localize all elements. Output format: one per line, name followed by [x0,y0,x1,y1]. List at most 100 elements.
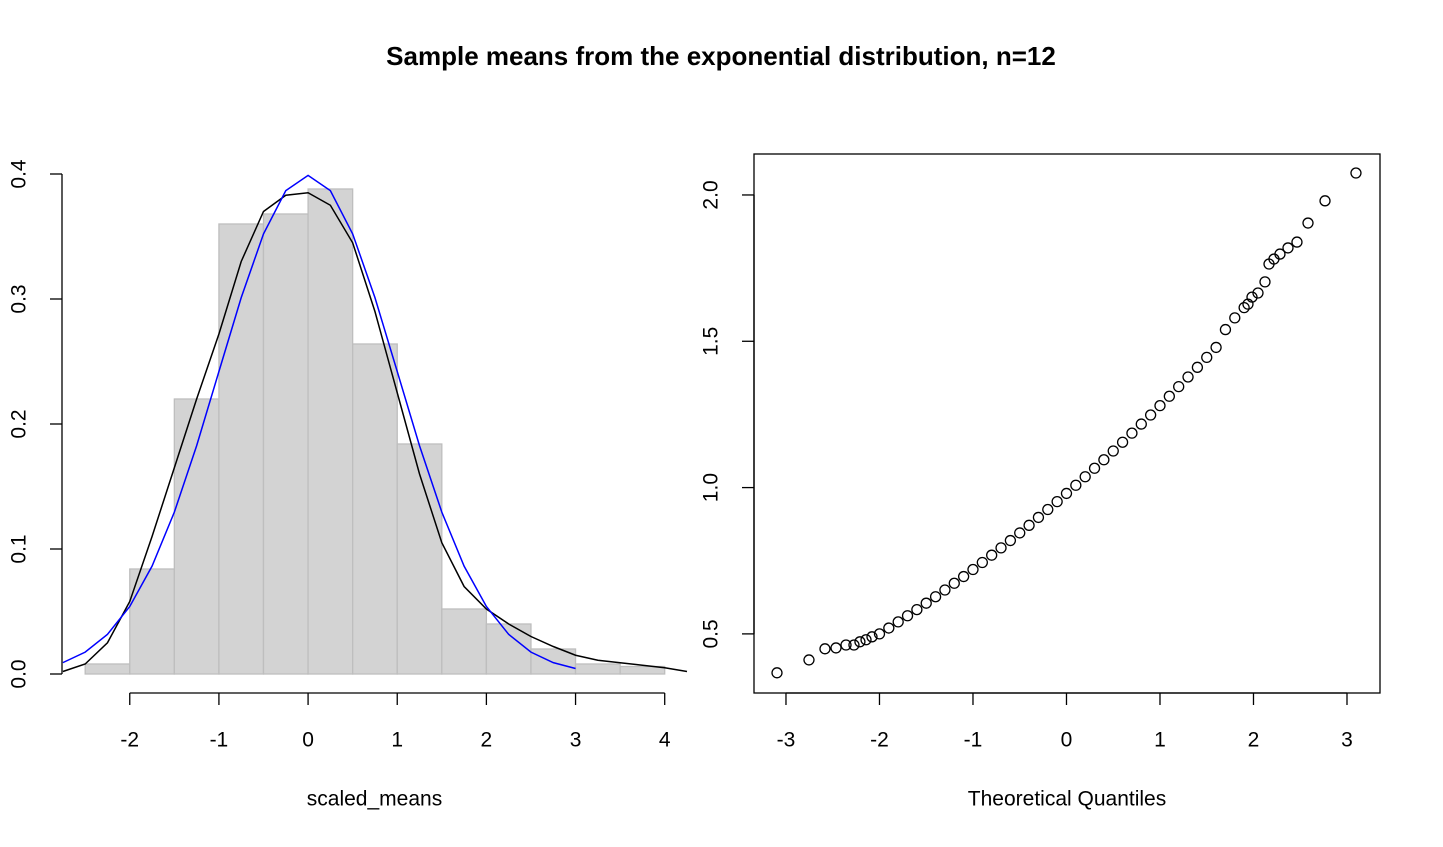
qq-point [1163,390,1175,402]
x-tick-label: -1 [210,729,229,752]
qq-point [995,542,1007,554]
qq-point [1042,503,1054,516]
y-tick-label: 0.5 [700,619,723,648]
qq-point [1088,462,1101,474]
x-tick-label: -2 [120,729,139,752]
qq-point [967,563,979,576]
histogram-bar [307,188,354,675]
qq-point [920,597,932,609]
qq-point [1302,217,1314,229]
histogram-bar [173,398,220,675]
qq-point [854,636,866,648]
qq-point [1014,527,1026,539]
qq-point [1182,371,1194,383]
qq-point [1060,487,1073,500]
qq-point [1126,427,1138,439]
qq-point [1098,454,1110,466]
qq-point [848,639,860,651]
qq-point [830,642,842,654]
y-tick-label: 0.4 [8,159,31,189]
histogram-bar [619,665,666,675]
qq-point [948,577,960,589]
histogram-bar [396,443,443,675]
x-tick-label: -2 [870,729,889,752]
y-tick-label: 0.0 [8,659,31,688]
x-tick-label: 0 [302,729,314,752]
y-tick-label: 0.3 [8,284,31,313]
qq-point [901,610,914,622]
qq-point [1070,479,1082,491]
qq-point [1274,248,1286,260]
qq-point [1032,511,1045,524]
qq-point [1350,167,1362,179]
qq-point [929,591,942,603]
qq-point [1116,436,1129,448]
y-tick-label: 1.0 [700,473,723,502]
plot-box [753,153,1381,694]
density-line [62,174,576,670]
qq-point [883,622,895,634]
histogram-bar [352,343,398,675]
qq-point [1004,534,1017,547]
y-tick-label: 0.2 [8,409,31,438]
histogram-bar [530,648,577,675]
histogram-bar [574,663,621,675]
x-tick-label: 4 [659,729,671,752]
x-tick-label: 1 [1154,729,1166,752]
qq-point [1219,323,1232,336]
qq-point [1191,361,1204,373]
histogram-bar [129,568,175,675]
qq-point [1079,471,1091,483]
y-tick-label: 1.5 [700,327,723,356]
qq-point [911,603,923,616]
qq-point [1154,400,1166,412]
qq-point [1173,380,1185,393]
qq-point [840,639,852,651]
x-tick-label: 3 [1341,729,1353,752]
x-tick-label: 0 [1061,729,1073,752]
qq-point [866,631,878,643]
y-tick-label: 0.1 [8,534,31,563]
histogram-bar [84,663,131,675]
qq-point [1107,445,1119,457]
qq-point [1259,276,1271,288]
qq-point [1051,495,1063,508]
qq-point [976,556,988,569]
qq-point [1144,409,1157,421]
x-tick-label: 2 [481,729,493,752]
qq-point [892,616,904,628]
qq-point [1210,341,1222,354]
histogram-bar [485,623,532,675]
qq-point [860,634,872,646]
qq-point [873,628,886,640]
qq-point [1238,301,1250,314]
x-tick-label: 2 [1248,729,1260,752]
x-axis-label: scaled_means [307,788,442,811]
figure-title: Sample means from the exponential distri… [386,41,1056,71]
qq-point [1229,312,1241,324]
qq-point [1319,195,1331,207]
density-line [62,191,688,673]
y-tick-label: 2.0 [700,180,723,209]
qq-point [1282,242,1294,254]
qq-point [1291,236,1303,248]
x-tick-label: -1 [964,729,983,752]
qq-point [1246,291,1258,303]
qq-point [939,584,951,596]
x-axis-label: Theoretical Quantiles [968,788,1166,811]
qq-point [957,570,970,583]
qq-point [1201,351,1213,364]
qq-point [803,654,815,666]
qq-point [986,549,998,561]
x-tick-label: -3 [777,729,796,752]
x-tick-label: 3 [570,729,582,752]
x-tick-label: 1 [391,729,403,752]
histogram-bar [441,608,488,675]
qq-point [1135,418,1147,430]
qq-point [819,643,831,655]
histogram-bar [262,213,309,675]
qq-point [1023,519,1035,531]
qq-point [1252,287,1264,299]
